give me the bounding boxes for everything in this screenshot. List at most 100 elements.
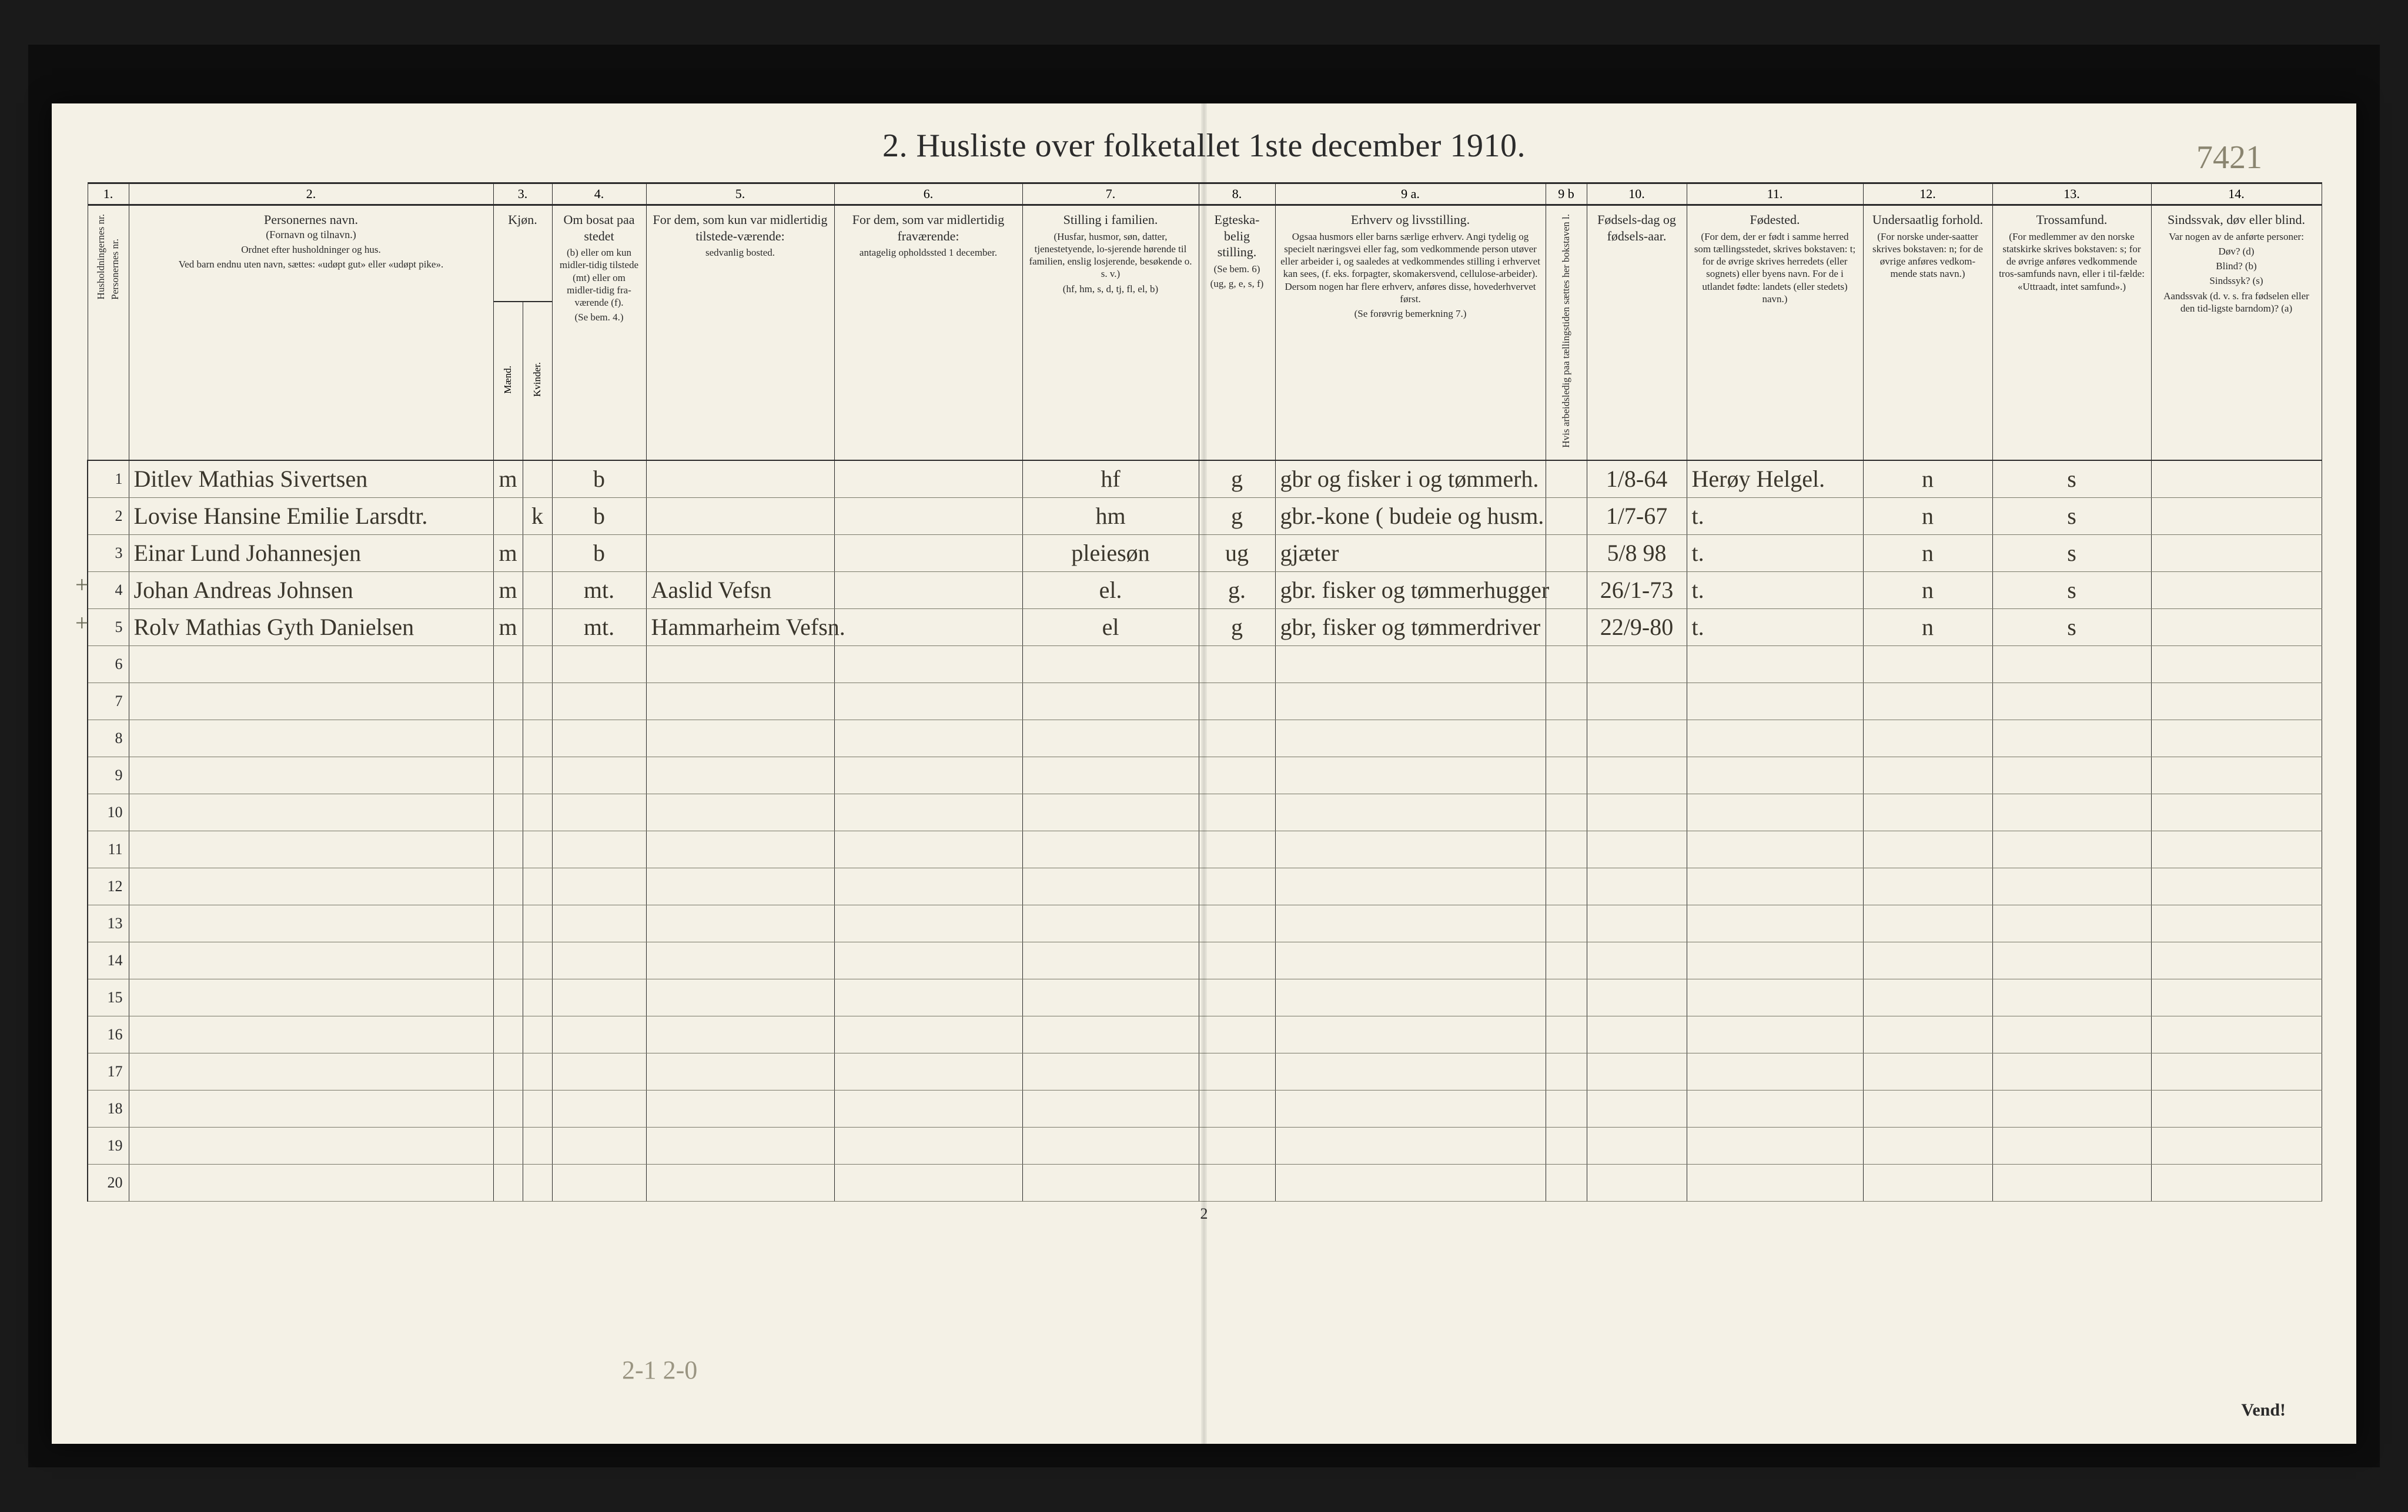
table-cell bbox=[1546, 831, 1587, 868]
col5-title: For dem, som kun var midlertidig tilsted… bbox=[653, 212, 828, 243]
handwritten-value: m bbox=[499, 539, 518, 567]
col4-line3: (Se bem. 4.) bbox=[557, 311, 641, 323]
table-cell bbox=[552, 831, 646, 868]
col9b-vertical: Hvis arbeidsledig paa tællingstiden sætt… bbox=[1561, 212, 1572, 450]
col14-line6: Aandssvak (d. v. s. fra fødselen eller d… bbox=[2156, 290, 2317, 315]
table-row: 14 bbox=[88, 942, 2322, 979]
row-number: 8 bbox=[88, 720, 129, 757]
table-cell: g bbox=[1199, 608, 1275, 645]
table-cell bbox=[1022, 942, 1199, 979]
table-cell bbox=[1992, 1090, 2151, 1127]
table-cell bbox=[646, 534, 834, 571]
table-cell bbox=[1687, 683, 1863, 720]
table-cell: m bbox=[493, 608, 523, 645]
table-cell: m bbox=[493, 460, 523, 497]
table-cell bbox=[834, 868, 1022, 905]
table-cell bbox=[1587, 794, 1687, 831]
table-cell bbox=[1863, 1053, 1992, 1090]
column-heading-row: Husholdningernes nr. Personernes nr. Per… bbox=[88, 205, 2322, 302]
table-cell bbox=[1587, 1053, 1687, 1090]
table-cell bbox=[646, 645, 834, 683]
table-cell bbox=[1275, 831, 1546, 868]
table-cell bbox=[1587, 1164, 1687, 1201]
table-cell: hf bbox=[1022, 460, 1199, 497]
handwritten-value: t. bbox=[1692, 540, 1704, 566]
table-row: 6 bbox=[88, 645, 2322, 683]
table-cell bbox=[1546, 1016, 1587, 1053]
table-cell bbox=[523, 1127, 552, 1164]
table-cell bbox=[1992, 942, 2151, 979]
margin-plus-mark: + bbox=[75, 609, 89, 637]
table-cell: m bbox=[493, 571, 523, 608]
table-cell bbox=[834, 831, 1022, 868]
table-cell: b bbox=[552, 534, 646, 571]
table-cell bbox=[2151, 720, 2322, 757]
col2-header: Personernes navn. (Fornavn og tilnavn.) … bbox=[129, 205, 493, 461]
table-cell: n bbox=[1863, 497, 1992, 534]
table-cell bbox=[493, 757, 523, 794]
table-cell bbox=[1687, 757, 1863, 794]
table-cell: hm bbox=[1022, 497, 1199, 534]
col3-kvinder-label: Kvinder. bbox=[532, 360, 543, 399]
table-cell bbox=[1687, 942, 1863, 979]
table-cell bbox=[2151, 942, 2322, 979]
handwritten-value: n bbox=[1868, 465, 1988, 493]
table-cell: gjæter bbox=[1275, 534, 1546, 571]
table-cell bbox=[1275, 1090, 1546, 1127]
table-cell bbox=[1275, 1053, 1546, 1090]
row-number: 17 bbox=[88, 1053, 129, 1090]
col13-line2: (For medlemmer av den norske statskirke … bbox=[1998, 230, 2146, 293]
col6-line2: antagelig opholdssted 1 december. bbox=[840, 246, 1018, 259]
table-cell bbox=[552, 1053, 646, 1090]
table-cell bbox=[1199, 757, 1275, 794]
handwritten-value: s bbox=[1998, 502, 2146, 530]
table-row: 9 bbox=[88, 757, 2322, 794]
table-cell bbox=[1863, 645, 1992, 683]
table-cell bbox=[1863, 794, 1992, 831]
table-cell bbox=[1022, 1016, 1199, 1053]
col6-title: For dem, som var midlertidig fraværende: bbox=[852, 212, 1004, 243]
col4-header: Om bosat paa stedet (b) eller om kun mid… bbox=[552, 205, 646, 461]
table-cell: t. bbox=[1687, 534, 1863, 571]
col12-line2: (For norske under-saatter skrives boksta… bbox=[1868, 230, 1988, 280]
table-cell: g bbox=[1199, 497, 1275, 534]
col9a-header: Erhverv og livsstilling. Ogsaa husmors e… bbox=[1275, 205, 1546, 461]
handwritten-value: Aaslid Vefsn bbox=[651, 577, 772, 603]
table-cell bbox=[1992, 905, 2151, 942]
table-row: 5Rolv Mathias Gyth Danielsenmmt.Hammarhe… bbox=[88, 608, 2322, 645]
table-cell bbox=[129, 942, 493, 979]
table-cell bbox=[552, 1127, 646, 1164]
col1-vertical-b: Personernes nr. bbox=[110, 236, 121, 302]
table-cell bbox=[1992, 1127, 2151, 1164]
table-cell bbox=[493, 497, 523, 534]
table-cell: k bbox=[523, 497, 552, 534]
table-cell bbox=[834, 608, 1022, 645]
table-cell: Lovise Hansine Emilie Larsdtr. bbox=[129, 497, 493, 534]
page-title: 2. Husliste over folketallet 1ste decemb… bbox=[87, 127, 2321, 165]
table-cell bbox=[834, 720, 1022, 757]
row-number: 12 bbox=[88, 868, 129, 905]
table-cell bbox=[129, 645, 493, 683]
table-cell: ug bbox=[1199, 534, 1275, 571]
table-cell bbox=[1587, 1127, 1687, 1164]
col11-line2: (For dem, der er født i samme herred som… bbox=[1692, 230, 1858, 306]
table-cell bbox=[1546, 868, 1587, 905]
col8-line3: (ug, g, e, s, f) bbox=[1204, 277, 1270, 290]
table-cell bbox=[1687, 979, 1863, 1016]
table-cell bbox=[2151, 534, 2322, 571]
table-cell bbox=[834, 683, 1022, 720]
table-cell bbox=[493, 645, 523, 683]
col10-header: Fødsels-dag og fødsels-aar. bbox=[1587, 205, 1687, 461]
table-cell bbox=[1587, 942, 1687, 979]
table-cell bbox=[129, 1053, 493, 1090]
table-cell bbox=[1022, 905, 1199, 942]
colnum: 2. bbox=[129, 183, 493, 205]
table-cell bbox=[834, 757, 1022, 794]
table-cell bbox=[523, 942, 552, 979]
table-cell bbox=[1587, 683, 1687, 720]
table-cell bbox=[1863, 868, 1992, 905]
table-cell bbox=[834, 1016, 1022, 1053]
table-cell bbox=[1275, 1164, 1546, 1201]
col9a-line2: Ogsaa husmors eller barns særlige erhver… bbox=[1280, 230, 1541, 306]
row-number: 9 bbox=[88, 757, 129, 794]
